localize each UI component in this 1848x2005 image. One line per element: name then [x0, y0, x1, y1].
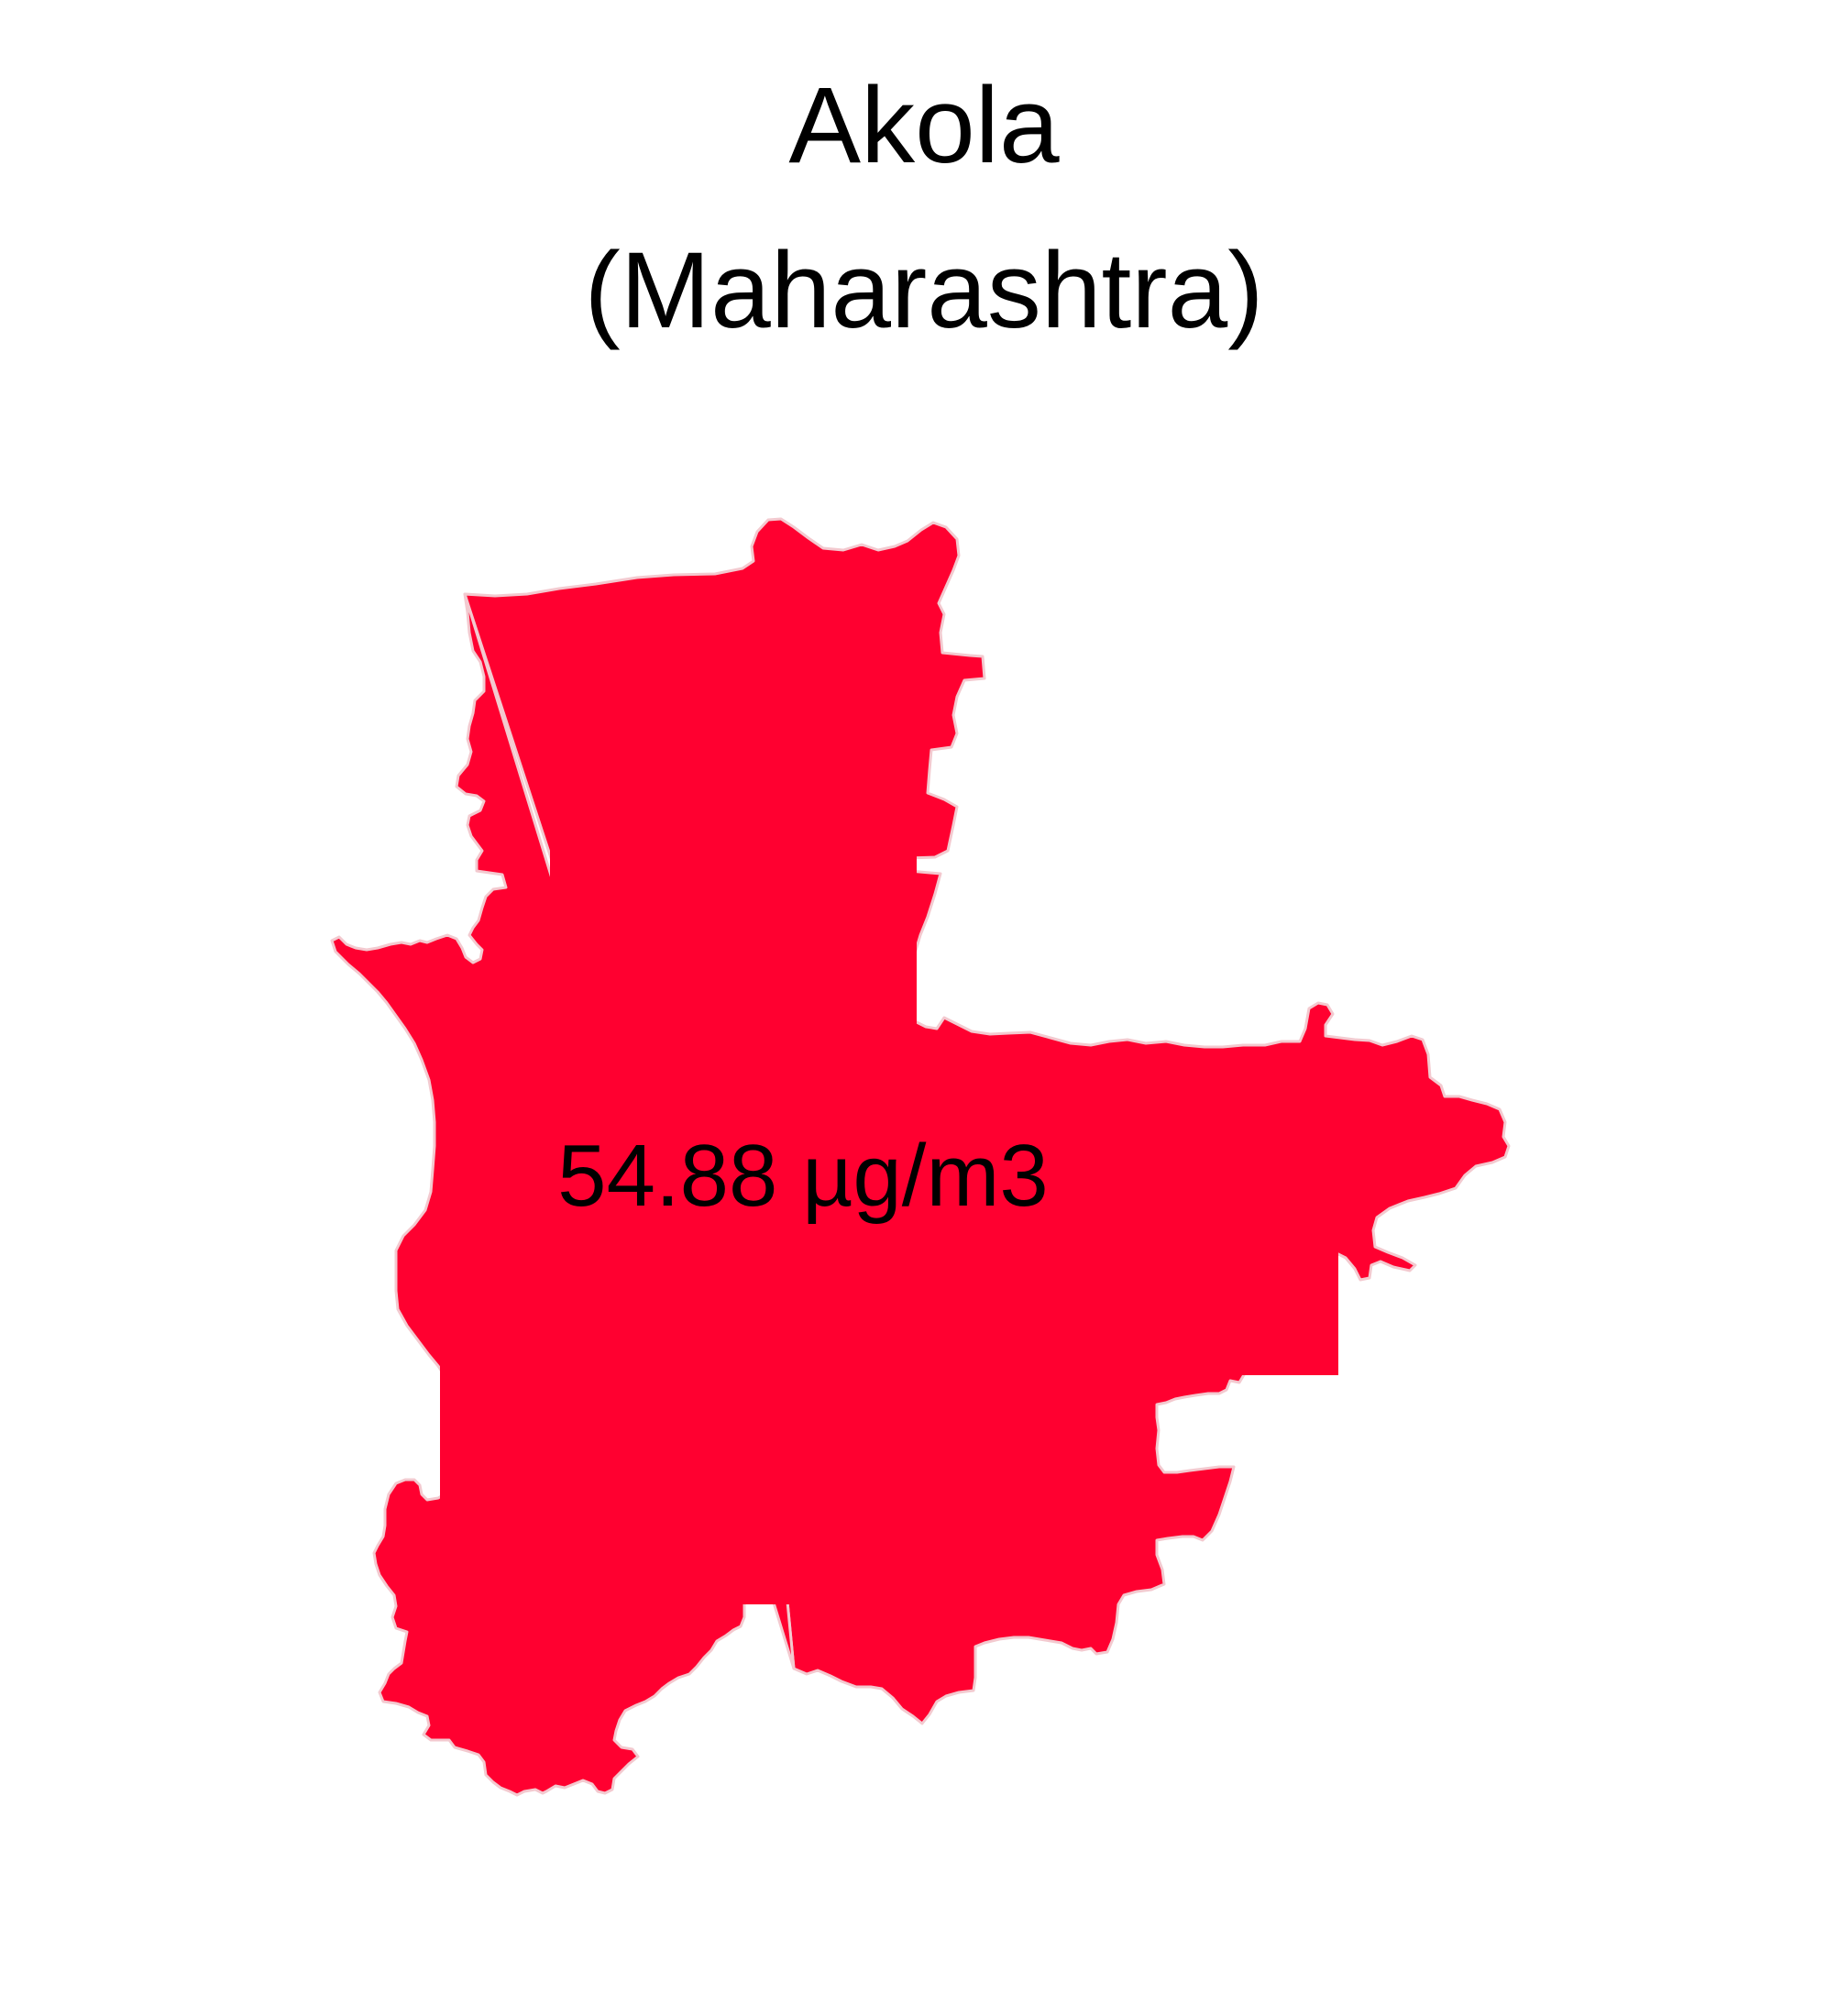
pollution-value-label: 54.88 µg/m3: [557, 1127, 1049, 1225]
district-interior-fill-west: [440, 1008, 587, 1650]
map-title-district: Akola: [788, 65, 1060, 186]
district-interior-fill: [550, 642, 917, 1604]
district-interior-fill-east: [898, 1063, 1338, 1375]
map-title-state: (Maharashtra): [584, 230, 1264, 351]
